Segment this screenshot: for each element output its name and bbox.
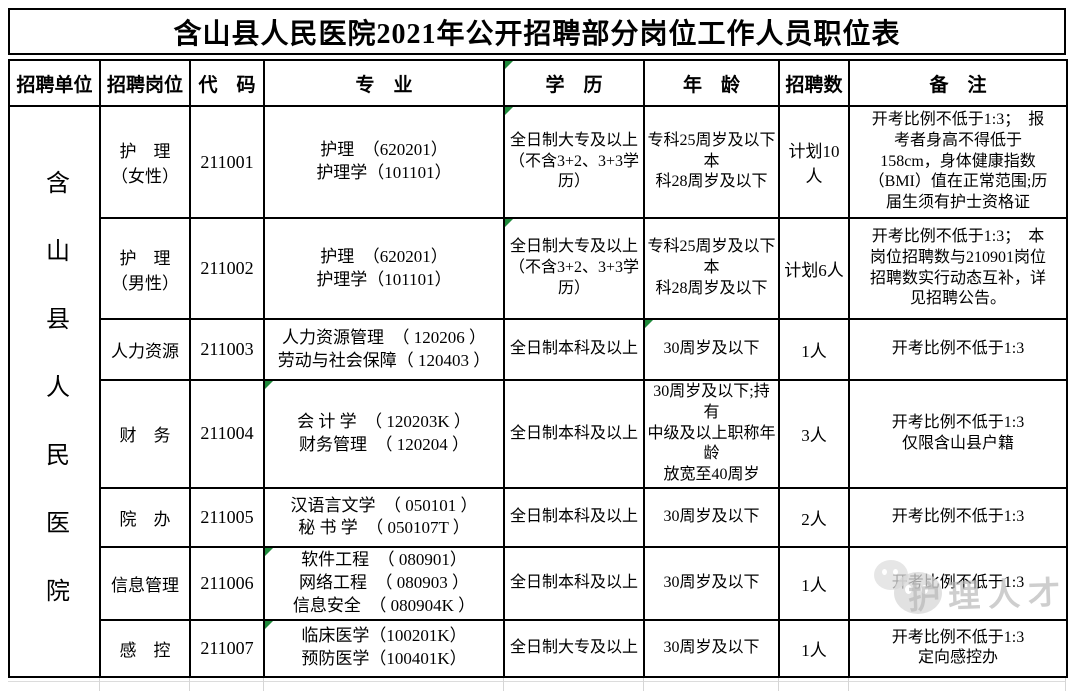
table-row: 含山县人民医院 护 理 （女性） 211001 护理 （620201） 护理学（…: [8, 105, 1068, 678]
cell-major: 软件工程 （ 080901） 网络工程 （ 080903 ） 信息安全 （ 08…: [263, 545, 505, 621]
cell-age: 30周岁及以下: [643, 486, 780, 548]
spreadsheet-page: 含山县人民医院2021年公开招聘部分岗位工作人员职位表 招聘单位 招聘岗位 代 …: [8, 8, 1069, 691]
cell-note: 开考比例不低于1:3: [848, 318, 1068, 381]
cell-code: 211004: [189, 379, 265, 489]
col-header-major: 专 业: [263, 59, 505, 107]
cell-major: 汉语言文学 （ 050101 ） 秘 书 学 （ 050107T ）: [263, 486, 505, 548]
col-header-age: 年 龄: [643, 59, 780, 107]
cell-note: 开考比例不低于1:3； 报 考者身高不得低于 158cm，身体健康指数 （BMI…: [848, 105, 1068, 219]
table-row: 信息管理 211006 软件工程 （ 080901） 网络工程 （ 080903…: [9, 545, 1068, 621]
cell-count: 1人: [778, 618, 850, 678]
cell-note: 开考比例不低于1:3； 本 岗位招聘数与210901岗位 招聘数实行动态互补，详…: [848, 217, 1068, 320]
cell-post: 护 理 （女性）: [99, 105, 191, 219]
cell-code: 211007: [189, 618, 265, 678]
cell-count: 2人: [778, 486, 850, 548]
cell-note: 开考比例不低于1:3: [848, 486, 1068, 548]
cell-post: 人力资源: [99, 318, 191, 381]
cell-age: 30周岁及以下;持有 中级及以上职称年龄 放宽至40周岁: [643, 379, 780, 489]
cell-post: 信息管理: [99, 545, 191, 621]
cell-count: 计划10人: [778, 105, 850, 219]
cell-count: 计划6人: [778, 217, 850, 320]
cell-post: 感 控: [99, 618, 191, 678]
cell-major: 会 计 学 （ 120203K ） 财务管理 （ 120204 ）: [263, 379, 505, 489]
cell-code: 211002: [189, 217, 265, 320]
col-header-post: 招聘岗位: [99, 59, 191, 107]
cell-unit: 含山县人民医院: [8, 105, 101, 678]
cell-education: 全日制大专及以上 （不含3+2、3+3学 历）: [503, 105, 645, 219]
col-header-count: 招聘数: [778, 59, 850, 107]
job-positions-table: 招聘单位 招聘岗位 代 码 专 业 学 历 年 龄 招聘数 备 注 含山县人民医…: [8, 59, 1068, 678]
cell-count: 3人: [778, 379, 850, 489]
gridline-strip: [8, 677, 1066, 691]
cell-note: 开考比例不低于1:3: [848, 545, 1068, 621]
cell-count: 1人: [778, 318, 850, 381]
table-row: 财 务 211004 会 计 学 （ 120203K ） 财务管理 （ 1202…: [9, 379, 1068, 489]
col-header-code: 代 码: [189, 59, 265, 107]
unit-vertical-label: 含山县人民医院: [41, 169, 68, 646]
cell-note: 开考比例不低于1:3 定向感控办: [848, 618, 1068, 678]
cell-code: 211006: [189, 545, 265, 621]
table-row: 护 理 （男性） 211002 护理 （620201） 护理学（101101） …: [9, 217, 1068, 320]
cell-post: 院 办: [99, 486, 191, 548]
cell-note: 开考比例不低于1:3 仅限含山县户籍: [848, 379, 1068, 489]
cell-count: 1人: [778, 545, 850, 621]
page-title: 含山县人民医院2021年公开招聘部分岗位工作人员职位表: [8, 8, 1066, 55]
table-row: 院 办 211005 汉语言文学 （ 050101 ） 秘 书 学 （ 0501…: [9, 486, 1068, 548]
cell-post: 财 务: [99, 379, 191, 489]
cell-major: 护理 （620201） 护理学（101101）: [263, 217, 505, 320]
cell-education: 全日制大专及以上: [503, 618, 645, 678]
table-row: 感 控 211007 临床医学（100201K） 预防医学（100401K） 全…: [9, 618, 1068, 678]
cell-age: 30周岁及以下: [643, 545, 780, 621]
cell-major: 护理 （620201） 护理学（101101）: [263, 105, 505, 219]
cell-major: 人力资源管理 （ 120206 ） 劳动与社会保障（ 120403 ）: [263, 318, 505, 381]
col-header-unit: 招聘单位: [8, 59, 101, 107]
header-row: 招聘单位 招聘岗位 代 码 专 业 学 历 年 龄 招聘数 备 注: [8, 59, 1068, 107]
cell-education: 全日制本科及以上: [503, 318, 645, 381]
table-row: 人力资源 211003 人力资源管理 （ 120206 ） 劳动与社会保障（ 1…: [9, 318, 1068, 381]
cell-post: 护 理 （男性）: [99, 217, 191, 320]
cell-age: 30周岁及以下: [643, 618, 780, 678]
cell-code: 211003: [189, 318, 265, 381]
cell-code: 211001: [189, 105, 265, 219]
cell-major: 临床医学（100201K） 预防医学（100401K）: [263, 618, 505, 678]
cell-education: 全日制本科及以上: [503, 486, 645, 548]
cell-code: 211005: [189, 486, 265, 548]
cell-age: 专科25周岁及以下本 科28周岁及以下: [643, 217, 780, 320]
cell-education: 全日制本科及以上: [503, 545, 645, 621]
col-header-note: 备 注: [848, 59, 1068, 107]
col-header-education: 学 历: [503, 59, 645, 107]
cell-education: 全日制本科及以上: [503, 379, 645, 489]
cell-education: 全日制大专及以上 （不含3+2、3+3学 历）: [503, 217, 645, 320]
cell-age: 专科25周岁及以下本 科28周岁及以下: [643, 105, 780, 219]
cell-age: 30周岁及以下: [643, 318, 780, 381]
